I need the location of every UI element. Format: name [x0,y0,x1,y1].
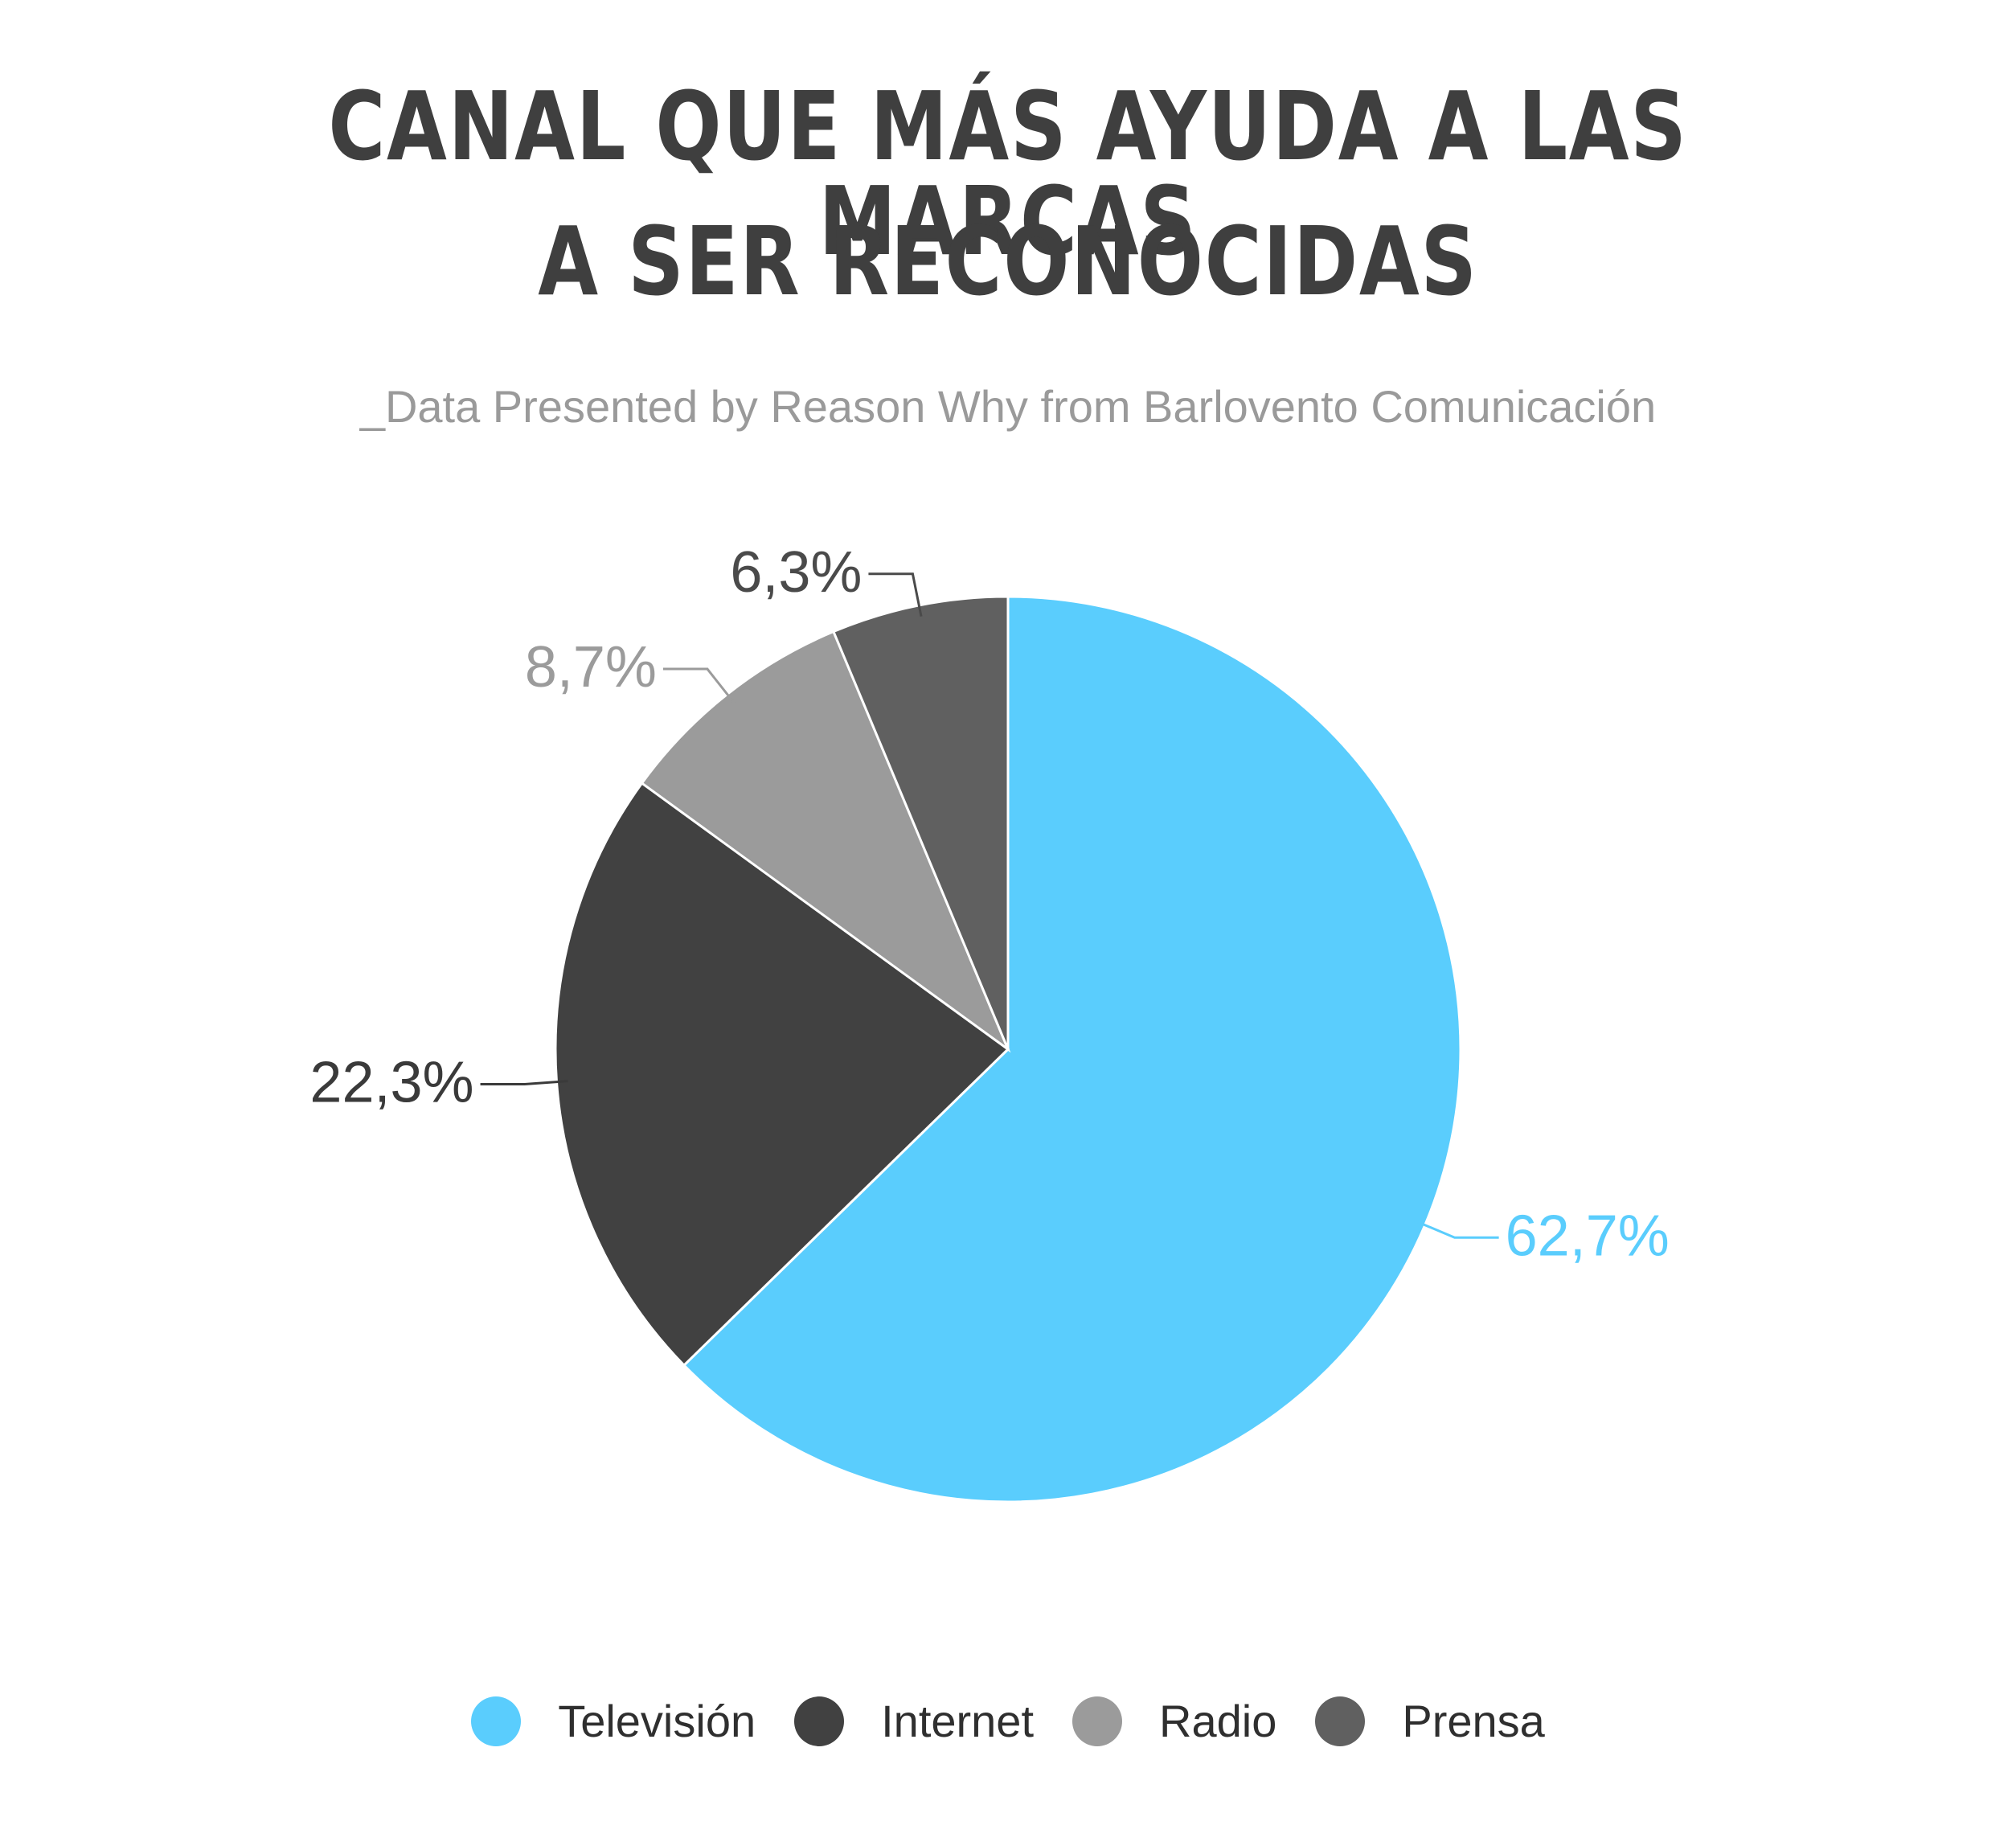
leader-line-television [1414,1219,1499,1239]
legend-label-internet: Internet [881,1696,1035,1746]
legend-swatch-prensa [1315,1696,1366,1746]
leader-line-radio [662,667,736,704]
chart-title-line-1: CANAL QUE MÁS AYUDA A LAS MARCAS [328,71,1688,277]
leader-line-prensa [868,572,923,617]
legend-item-prensa: Prensa [1315,1696,1545,1746]
chart-subtitle: _Data Presented by Reason Why from Barlo… [359,381,1657,432]
chart-title-line-2: A SER RECONOCIDAS [538,206,1478,317]
legend-item-radio: Radio [1072,1696,1276,1746]
legend-label-television: Televisión [558,1696,756,1746]
data-label-television: 62,7% [1506,1204,1670,1268]
legend-swatch-television [471,1696,522,1746]
legend-swatch-radio [1072,1696,1123,1746]
legend-label-prensa: Prensa [1402,1696,1545,1746]
leader-line-internet [480,1080,568,1086]
data-label-internet: 22,3% [309,1051,473,1115]
data-label-prensa: 6,3% [730,540,862,605]
data-label-radio: 8,7% [525,635,657,699]
legend-label-radio: Radio [1159,1696,1277,1746]
legend-item-internet: Internet [794,1696,1034,1746]
chart-legend: Televisión Internet Radio Prensa [0,1696,2016,1746]
legend-swatch-internet [794,1696,845,1746]
legend-item-television: Televisión [471,1696,756,1746]
